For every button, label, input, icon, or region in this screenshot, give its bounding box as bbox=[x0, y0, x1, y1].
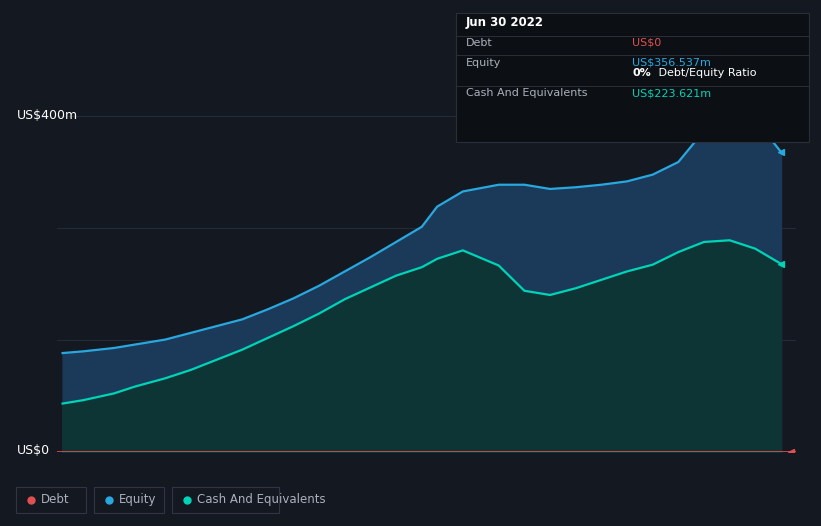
Text: 2019: 2019 bbox=[406, 476, 438, 489]
Text: Debt: Debt bbox=[466, 38, 493, 48]
Text: 0%: 0% bbox=[632, 68, 651, 78]
Text: 2020: 2020 bbox=[508, 476, 540, 489]
Text: 2017: 2017 bbox=[200, 476, 232, 489]
Text: Debt: Debt bbox=[41, 493, 70, 506]
Text: US$223.621m: US$223.621m bbox=[632, 88, 711, 98]
Text: US$356.537m: US$356.537m bbox=[632, 58, 711, 68]
Text: US$400m: US$400m bbox=[17, 109, 78, 122]
Text: 2018: 2018 bbox=[303, 476, 335, 489]
Text: 2016: 2016 bbox=[98, 476, 130, 489]
Text: US$0: US$0 bbox=[632, 38, 662, 48]
Text: 2021: 2021 bbox=[611, 476, 643, 489]
Text: Equity: Equity bbox=[466, 58, 501, 68]
Text: Cash And Equivalents: Cash And Equivalents bbox=[197, 493, 326, 506]
Text: Jun 30 2022: Jun 30 2022 bbox=[466, 16, 544, 29]
Text: Debt/Equity Ratio: Debt/Equity Ratio bbox=[655, 68, 757, 78]
Text: Equity: Equity bbox=[119, 493, 157, 506]
Text: 2022: 2022 bbox=[713, 476, 745, 489]
Text: US$0: US$0 bbox=[17, 444, 50, 457]
Text: Cash And Equivalents: Cash And Equivalents bbox=[466, 88, 587, 98]
